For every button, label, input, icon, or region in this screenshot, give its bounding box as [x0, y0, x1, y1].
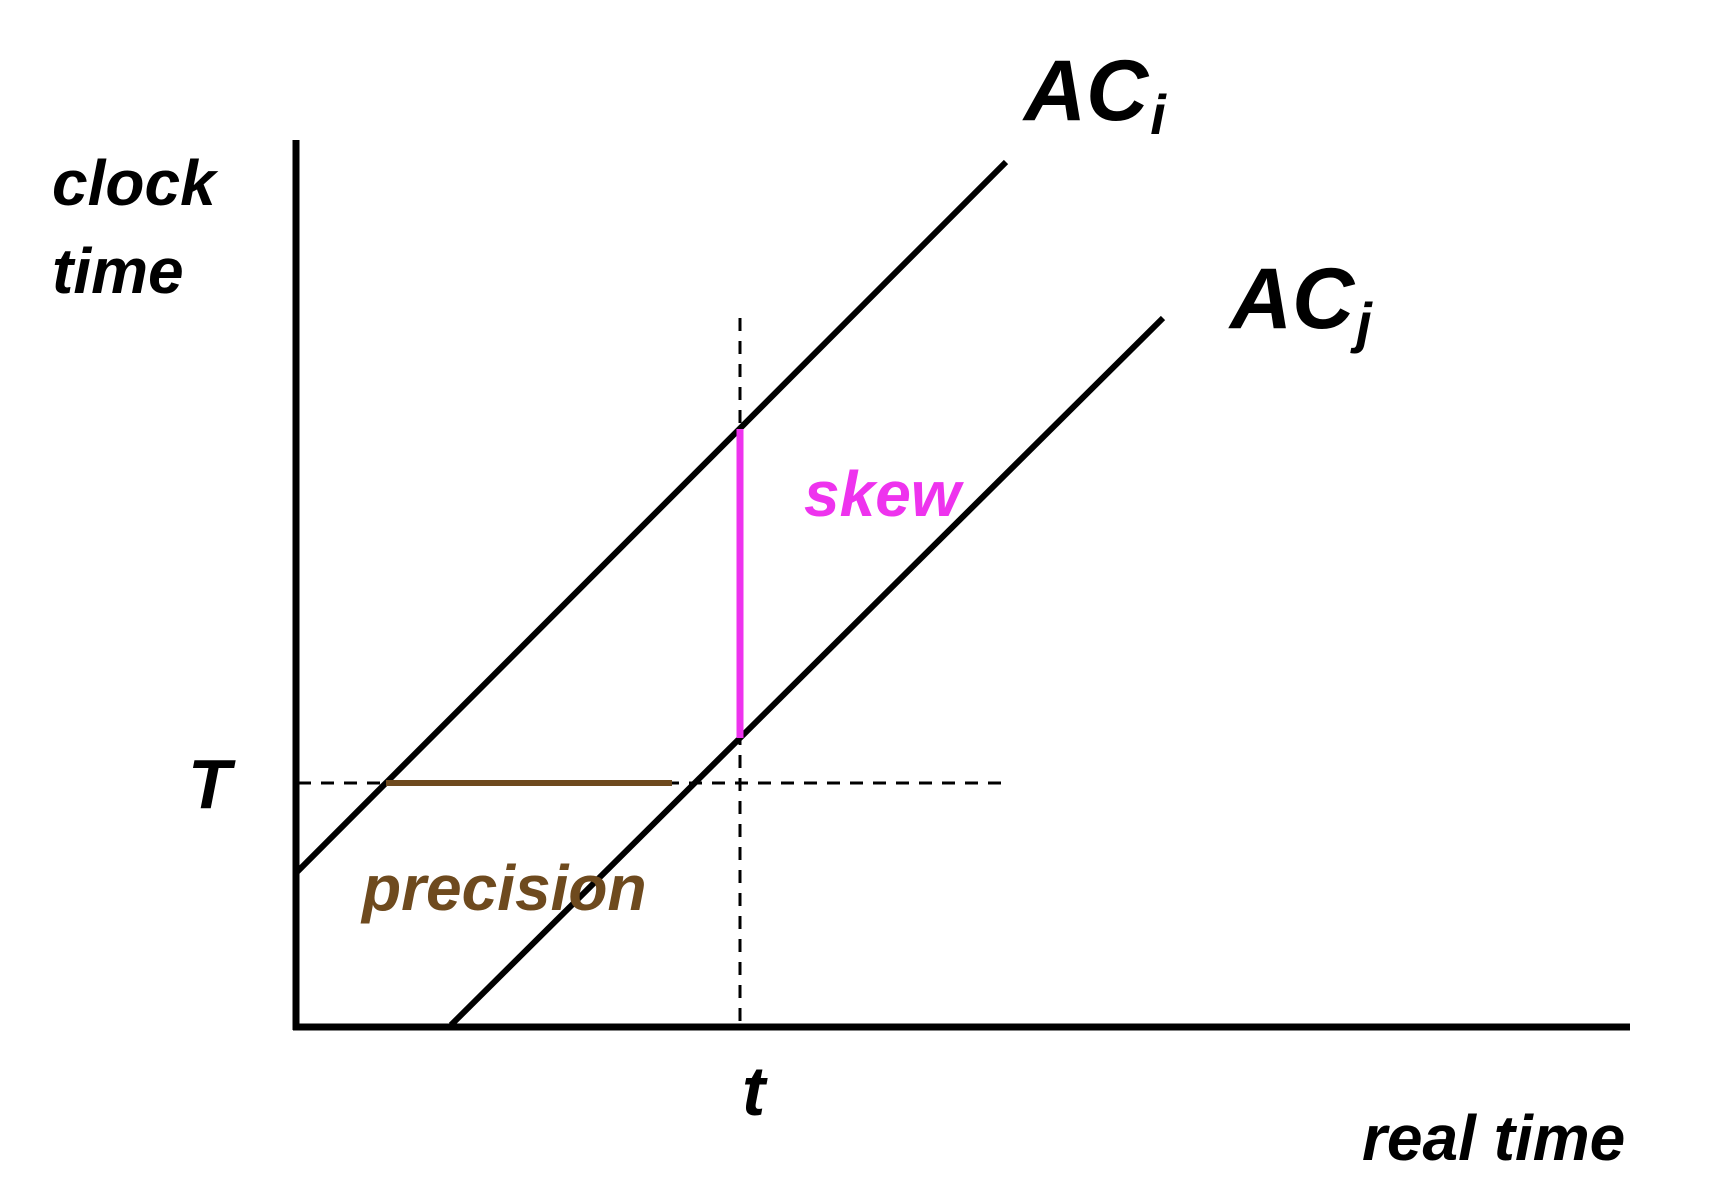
clock-label-j-name: AC	[1228, 251, 1356, 347]
y-marker-T: T	[188, 745, 236, 823]
y-axis-label-line1: clock	[52, 147, 219, 219]
precision-label: precision	[360, 852, 647, 924]
clock-label-j: ACj	[1228, 251, 1373, 354]
clock-label-i-subscript: i	[1150, 83, 1167, 146]
y-axis-label-line2: time	[52, 235, 184, 307]
clock-line-i	[293, 159, 1009, 876]
x-axis-label: real time	[1362, 1102, 1625, 1174]
clock-line-j	[448, 315, 1166, 1028]
clock-label-i: ACi	[1022, 43, 1167, 146]
skew-label: skew	[804, 458, 965, 530]
x-marker-t: t	[742, 1052, 768, 1130]
clock-label-i-name: AC	[1022, 43, 1150, 139]
